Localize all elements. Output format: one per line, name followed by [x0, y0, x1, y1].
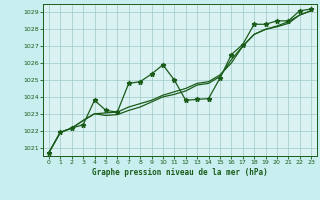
X-axis label: Graphe pression niveau de la mer (hPa): Graphe pression niveau de la mer (hPa)	[92, 168, 268, 177]
